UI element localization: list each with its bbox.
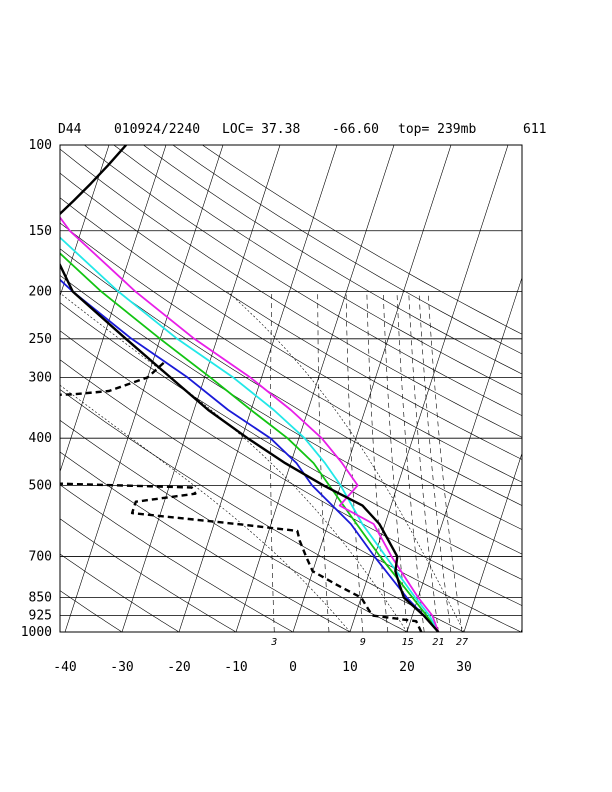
dry-adiabat — [60, 148, 522, 438]
isotherm — [520, 627, 522, 632]
series-solid-magenta — [60, 216, 440, 632]
mixing-ratio-line — [383, 291, 408, 632]
plot-frame — [59, 144, 523, 633]
isotherm — [60, 145, 110, 298]
dry-adiabat — [60, 197, 522, 483]
header-top: top= 239mb — [398, 122, 476, 137]
dry-adiabat — [202, 145, 522, 335]
header-station: D44 — [58, 122, 82, 137]
dry-adiabat — [60, 389, 465, 632]
temperature-tick-label: -30 — [110, 660, 133, 675]
dry-adiabat — [60, 330, 522, 606]
isotherm — [60, 145, 167, 473]
dry-adiabat — [60, 553, 180, 632]
isotherm — [578, 145, 612, 632]
pressure-tick-label: 200 — [29, 285, 52, 300]
dry-adiabat — [172, 145, 522, 355]
pressure-tick-label: 850 — [29, 591, 52, 606]
series-solid-cyan — [60, 236, 440, 632]
dry-adiabat — [60, 590, 123, 632]
header-location: LOC= 37.38 — [222, 122, 300, 137]
temperature-tick-label: 10 — [342, 660, 358, 675]
dry-adiabat — [60, 248, 522, 530]
dry-adiabat — [143, 145, 522, 375]
pressure-tick-label: 925 — [29, 609, 52, 624]
mixing-ratio-line — [427, 291, 463, 632]
dry-adiabat — [60, 172, 522, 460]
pressure-tick-label: 400 — [29, 431, 52, 446]
mixing-ratio-line — [317, 291, 330, 632]
mixing-ratio-label: 15 — [402, 637, 414, 648]
temperature-tick-label: -20 — [167, 660, 190, 675]
isotherm — [463, 452, 522, 632]
mixing-ratio-line — [270, 291, 275, 632]
series-solid-green — [60, 252, 440, 632]
temperature-tick-label: 0 — [289, 660, 297, 675]
chart-grid — [60, 145, 612, 632]
dry-adiabat — [60, 222, 522, 506]
temperature-tick-label: -10 — [224, 660, 247, 675]
isotherm — [235, 145, 395, 632]
dry-adiabat — [60, 419, 408, 632]
pressure-tick-label: 250 — [29, 332, 52, 347]
dry-adiabat — [60, 359, 522, 632]
mixing-ratio-line — [418, 291, 452, 632]
pressure-tick-label: 150 — [29, 224, 52, 239]
chart-series — [60, 145, 440, 632]
mixing-ratio-line — [408, 291, 439, 632]
isotherm — [406, 276, 522, 632]
dry-adiabat — [60, 302, 522, 580]
temperature-tick-label: 30 — [456, 660, 472, 675]
dry-adiabat — [60, 484, 294, 632]
isotherm — [64, 145, 224, 632]
dry-adiabat — [60, 275, 522, 555]
header-number: 611 — [523, 122, 546, 137]
pressure-tick-label: 500 — [29, 478, 52, 493]
header-datetime: 010924/2240 — [114, 122, 200, 137]
moist-adiabat — [60, 384, 351, 632]
pressure-tick-label: 300 — [29, 370, 52, 385]
chart-header: D44 010924/2240 LOC= 37.38 -66.60 top= 2… — [58, 122, 546, 137]
series-solid-black — [60, 145, 440, 632]
mixing-ratio-line — [345, 291, 364, 632]
dry-adiabat — [113, 145, 522, 395]
temperature-tick-label: 20 — [399, 660, 415, 675]
dry-adiabat — [84, 145, 522, 417]
moist-adiabat — [227, 291, 465, 632]
mixing-ratio-label: 3 — [270, 637, 277, 648]
mixing-ratio-label: 27 — [456, 637, 468, 648]
temperature-tick-label: -40 — [53, 660, 76, 675]
pressure-tick-label: 1000 — [21, 625, 52, 640]
isotherm — [178, 145, 338, 632]
series-solid-blue — [60, 278, 440, 632]
mixing-ratio-label: 21 — [432, 637, 444, 648]
pressure-tick-label: 700 — [29, 550, 52, 565]
isotherm — [292, 145, 452, 632]
series-dashed-black — [60, 361, 423, 632]
pressure-tick-label: 100 — [29, 138, 52, 153]
dry-adiabat — [60, 518, 237, 632]
moist-adiabat — [60, 292, 408, 632]
header-longitude: -66.60 — [332, 122, 379, 137]
mixing-ratio-label: 9 — [360, 637, 366, 648]
